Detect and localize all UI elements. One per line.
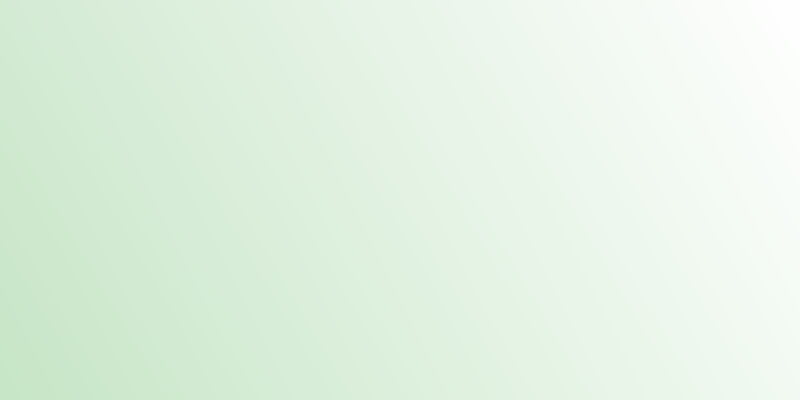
Text: Bottled, tank, or LP gas: Bottled, tank, or LP gas	[288, 373, 418, 383]
Wedge shape	[180, 95, 467, 305]
Circle shape	[105, 371, 119, 385]
Text: Wood: Wood	[468, 373, 499, 383]
Wedge shape	[497, 259, 600, 305]
Circle shape	[449, 371, 463, 385]
Wedge shape	[482, 192, 595, 281]
Text: City-Data.com: City-Data.com	[680, 100, 760, 110]
Circle shape	[269, 371, 283, 385]
Wedge shape	[430, 110, 567, 246]
Circle shape	[549, 371, 563, 385]
Text: Other: Other	[568, 373, 600, 383]
Text: Fuel oil, kerosene, etc.: Fuel oil, kerosene, etc.	[124, 373, 249, 383]
Circle shape	[281, 196, 499, 400]
Text: Most commonly used house heating fuel in houses and condos in Londonderry, VT: Most commonly used house heating fuel in…	[0, 30, 800, 48]
